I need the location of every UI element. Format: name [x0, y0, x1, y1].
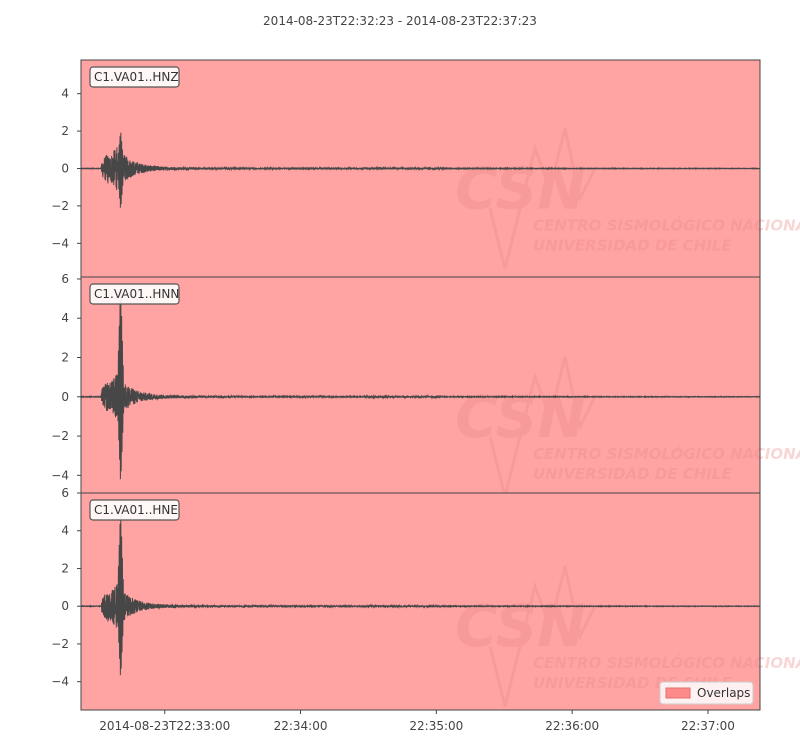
y-tick-label: 2: [61, 351, 69, 365]
watermark-caption: CENTRO SISMOLÓGICO NACIONAL: [533, 444, 800, 463]
legend-overlaps-label: Overlaps: [697, 686, 750, 700]
waveform-trace: [80, 514, 761, 676]
y-tick-label: −4: [51, 236, 69, 250]
x-tick-label: 22:36:00: [545, 719, 599, 733]
watermark-caption: CENTRO SISMOLÓGICO NACIONAL: [533, 216, 800, 235]
y-tick-label: 4: [61, 311, 69, 325]
watermark-caption: UNIVERSIDAD DE CHILE: [533, 465, 732, 483]
station-label-text: C1.VA01..HNN: [94, 287, 179, 301]
x-tick-label: 22:37:00: [681, 719, 735, 733]
station-label: C1.VA01..HNN: [89, 283, 180, 305]
y-tick-label: −4: [51, 468, 69, 482]
time-axis: 2014-08-23T22:33:00 22:34:00 22:35:00 22:36…: [99, 710, 735, 733]
legend-overlaps-patch: [665, 687, 691, 699]
y-tick-label: 2: [61, 124, 69, 138]
y-tick-label: 4: [61, 524, 69, 538]
station-label-box: [89, 499, 180, 521]
station-label-box: [89, 283, 180, 305]
y-tick-label: 0: [61, 162, 69, 176]
watermark-logo: CSN: [455, 592, 586, 660]
legend: Overlaps: [659, 681, 754, 705]
x-tick-label: 22:34:00: [274, 719, 328, 733]
station-label-text: C1.VA01..HNZ: [94, 70, 179, 84]
y-tick-label: −4: [51, 675, 69, 689]
y-tick-label: 2: [61, 561, 69, 575]
y-tick-label: 6: [61, 486, 69, 500]
station-label-box: [89, 66, 180, 88]
x-tick-label: 22:35:00: [409, 719, 463, 733]
chart-title: 2014-08-23T22:32:23 - 2014-08-23T22:37:2…: [263, 14, 537, 28]
y-tick-label: 0: [61, 599, 69, 613]
watermark-logo: CSN: [455, 383, 586, 451]
y-tick-label: 6: [61, 272, 69, 286]
y-tick-label: 4: [61, 87, 69, 101]
station-label: C1.VA01..HNZ: [89, 66, 180, 88]
waveform-trace: [80, 132, 761, 208]
watermark-caption: CENTRO SISMOLÓGICO NACIONAL: [533, 653, 800, 672]
y-tick-label: −2: [51, 429, 69, 443]
station-label-text: C1.VA01..HNE: [94, 503, 178, 517]
y-tick-label: −2: [51, 637, 69, 651]
waveform-trace: [80, 291, 761, 480]
panel-frame: [80, 492, 761, 711]
overlap-region: [81, 277, 760, 493]
watermark-caption: UNIVERSIDAD DE CHILE: [533, 237, 732, 255]
overlap-region: [81, 493, 760, 710]
y-tick-label: −2: [51, 199, 69, 213]
station-label: C1.VA01..HNE: [89, 499, 180, 521]
y-tick-label: 0: [61, 390, 69, 404]
watermark-logo: CSN: [455, 155, 586, 223]
x-tick-label: 2014-08-23T22:33:00: [99, 719, 230, 733]
